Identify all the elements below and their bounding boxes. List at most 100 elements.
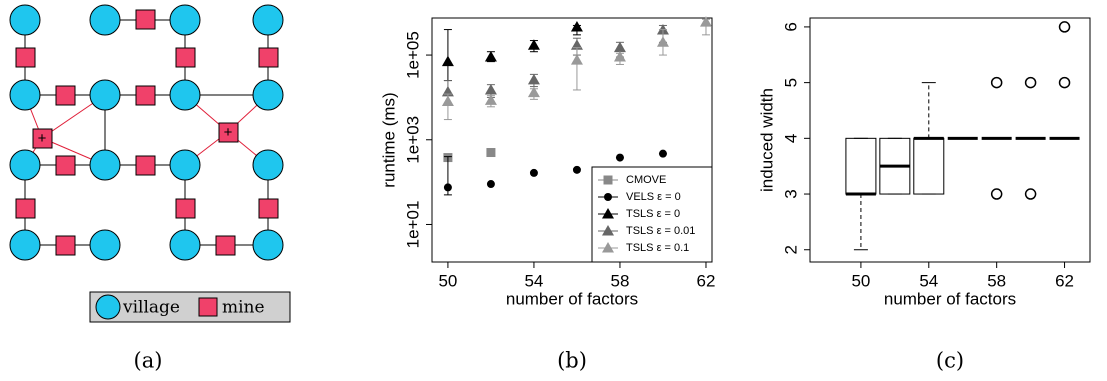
y-tick-label: 1e+05 bbox=[403, 31, 422, 79]
mine bbox=[55, 85, 76, 106]
village bbox=[252, 4, 284, 36]
point bbox=[572, 165, 581, 174]
x-axis-label: number of factors bbox=[884, 289, 1016, 308]
plus-label: + bbox=[224, 124, 233, 141]
caption: (c) bbox=[936, 349, 964, 373]
x-axis-label: number of factors bbox=[506, 289, 638, 308]
point bbox=[441, 95, 454, 107]
caption: (b) bbox=[557, 349, 587, 373]
outlier bbox=[1058, 76, 1071, 89]
y-tick-label: 2 bbox=[781, 245, 800, 254]
point bbox=[484, 94, 497, 105]
village bbox=[89, 229, 121, 261]
mine bbox=[55, 235, 76, 256]
point bbox=[613, 41, 626, 53]
village bbox=[89, 149, 121, 181]
x-tick-label: 54 bbox=[919, 271, 938, 290]
diagram: + + village mine (a) bbox=[9, 4, 291, 373]
legend-label: CMOVE bbox=[626, 174, 666, 186]
point bbox=[486, 180, 495, 189]
outlier bbox=[1024, 188, 1037, 200]
village bbox=[169, 4, 201, 36]
point bbox=[613, 50, 626, 62]
y-tick-label: 5 bbox=[781, 78, 800, 87]
legend-label: TSLS ε = 0.1 bbox=[626, 242, 689, 254]
point bbox=[486, 148, 496, 158]
mine bbox=[215, 235, 236, 256]
point bbox=[529, 168, 538, 177]
x-tick-label: 50 bbox=[438, 271, 457, 290]
point bbox=[570, 54, 583, 65]
y-axis-label: runtime (ms) bbox=[379, 92, 398, 187]
x-tick-label: 58 bbox=[987, 271, 1006, 290]
village bbox=[89, 79, 121, 111]
point bbox=[441, 55, 454, 67]
mine bbox=[218, 122, 239, 143]
outlier bbox=[990, 76, 1003, 89]
mine bbox=[32, 128, 53, 149]
plot-frame bbox=[809, 17, 1091, 263]
mine bbox=[15, 47, 36, 68]
legend-label: TSLS ε = 0 bbox=[626, 208, 680, 220]
mine bbox=[55, 155, 76, 176]
mine bbox=[258, 198, 279, 219]
x-tick-label: 62 bbox=[1055, 271, 1074, 290]
village bbox=[169, 229, 201, 261]
legend-marker bbox=[603, 175, 613, 185]
point bbox=[699, 16, 712, 27]
point bbox=[527, 39, 540, 50]
village bbox=[9, 4, 41, 36]
chart: 50 54 58 62 1e+01 1e+03 1e+05 number of factors… bbox=[379, 16, 716, 373]
point bbox=[615, 153, 624, 162]
y-axis-label: induced width bbox=[757, 88, 776, 192]
legend-box bbox=[89, 291, 291, 323]
y-tick-label: 6 bbox=[781, 22, 800, 31]
y-tick-label: 4 bbox=[781, 134, 800, 143]
outlier bbox=[1024, 76, 1037, 89]
point bbox=[570, 20, 583, 32]
mine bbox=[135, 9, 156, 30]
point bbox=[484, 50, 497, 62]
mine bbox=[135, 155, 156, 176]
legend-marker bbox=[604, 193, 612, 201]
legend-marker bbox=[602, 208, 614, 219]
plus-label: + bbox=[38, 130, 47, 147]
point bbox=[658, 149, 667, 158]
box bbox=[913, 137, 945, 195]
village bbox=[9, 149, 41, 181]
legend-label: village bbox=[122, 298, 180, 318]
legend-marker bbox=[602, 242, 614, 253]
mine bbox=[15, 198, 36, 219]
outlier bbox=[990, 188, 1003, 200]
mine bbox=[175, 198, 196, 219]
village bbox=[169, 149, 201, 181]
point bbox=[656, 36, 669, 47]
point bbox=[527, 86, 540, 98]
legend-label: TSLS ε = 0.01 bbox=[626, 225, 695, 237]
legend-mine bbox=[198, 297, 218, 317]
mines: + + bbox=[15, 9, 279, 256]
y-tick-label: 1e+01 bbox=[403, 201, 422, 249]
y-tick-label: 1e+03 bbox=[403, 116, 422, 164]
caption: (a) bbox=[134, 349, 163, 373]
diagram-legend: village mine bbox=[89, 291, 291, 323]
point bbox=[527, 73, 540, 85]
point bbox=[443, 183, 452, 192]
legend-label: mine bbox=[222, 298, 265, 318]
villages bbox=[9, 4, 284, 261]
village bbox=[9, 79, 41, 111]
village bbox=[252, 149, 284, 181]
village bbox=[252, 229, 284, 261]
x-tick-label: 62 bbox=[697, 271, 716, 290]
village bbox=[89, 4, 121, 36]
x-tick-label: 54 bbox=[524, 271, 543, 290]
legend-village bbox=[95, 294, 121, 320]
mine bbox=[175, 47, 196, 68]
legend-label: VELS ε = 0 bbox=[626, 191, 681, 203]
village bbox=[169, 79, 201, 111]
y-tick-label: 3 bbox=[781, 189, 800, 198]
village bbox=[9, 229, 41, 261]
chart: 50 54 58 62 2 3 4 5 6 number of factors induced wi… bbox=[757, 17, 1091, 373]
mine bbox=[258, 47, 279, 68]
